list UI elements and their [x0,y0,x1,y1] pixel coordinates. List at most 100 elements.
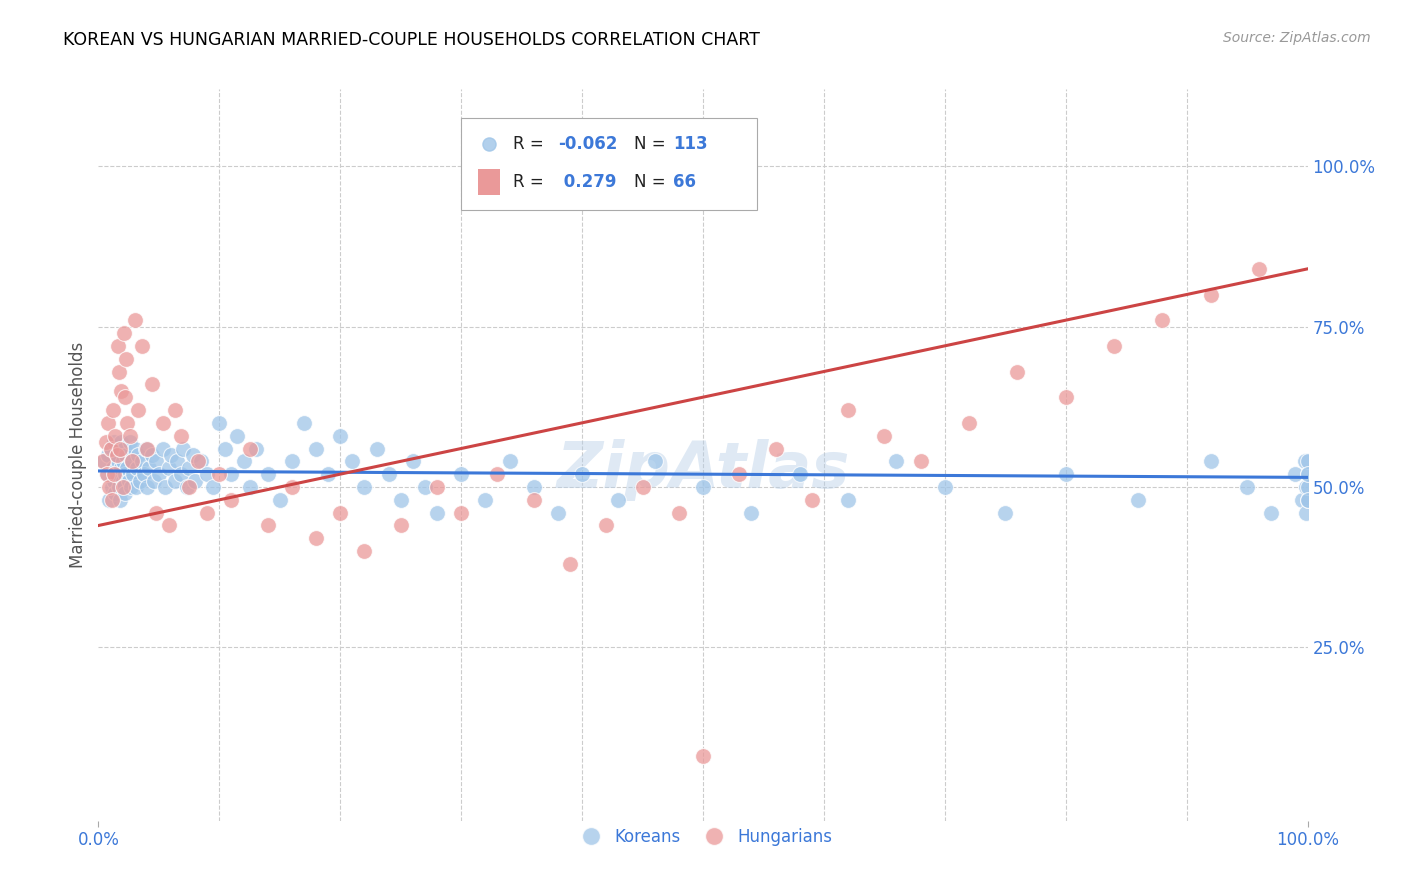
Point [426,480,449,494]
Point [105,448,128,462]
Point [114,467,136,482]
Point [124,313,146,327]
Text: ZipAtlas: ZipAtlas [557,439,849,500]
Text: KOREAN VS HUNGARIAN MARRIED-COUPLE HOUSEHOLDS CORRELATION CHART: KOREAN VS HUNGARIAN MARRIED-COUPLE HOUSE… [63,31,761,49]
Point [957,416,980,430]
Point [115,448,138,462]
Point [110,460,132,475]
Point [127,448,149,462]
Point [93,454,115,468]
Point [668,506,690,520]
Point [195,506,218,520]
Point [160,448,183,462]
Point [1054,467,1077,482]
Point [1296,454,1319,468]
Point [100,442,122,456]
Point [934,480,956,494]
Point [107,454,129,468]
Point [157,518,180,533]
Point [117,416,139,430]
Point [97,416,120,430]
Point [114,390,136,404]
Point [120,480,142,494]
Point [121,454,143,468]
Point [91,454,114,468]
Point [281,454,304,468]
Point [101,403,124,417]
Point [104,428,127,442]
Point [239,480,262,494]
Point [108,364,131,378]
Point [108,492,131,507]
Point [994,506,1017,520]
Text: N =: N = [634,173,665,191]
Point [571,467,593,482]
Text: -0.062: -0.062 [558,135,617,153]
Point [179,460,201,475]
Point [153,480,176,494]
Point [127,403,149,417]
Point [1295,506,1317,520]
Point [256,518,278,533]
Point [152,442,174,456]
Point [486,467,509,482]
Text: Source: ZipAtlas.com: Source: ZipAtlas.com [1223,31,1371,45]
Point [163,403,186,417]
Point [1296,480,1319,494]
Point [114,486,136,500]
Point [389,492,412,507]
Point [644,454,666,468]
Point [108,442,131,456]
Point [281,480,304,494]
FancyBboxPatch shape [461,119,758,210]
Point [145,454,167,468]
FancyBboxPatch shape [478,169,501,195]
Point [118,428,141,442]
Point [402,454,425,468]
Point [111,480,134,494]
Point [100,492,122,507]
Text: R =: R = [513,135,544,153]
Point [226,428,249,442]
Point [1260,506,1282,520]
Text: 0.279: 0.279 [558,173,616,191]
Point [190,454,212,468]
Point [135,442,157,456]
Point [1054,390,1077,404]
Point [105,448,128,462]
Point [1236,480,1258,494]
Point [245,442,267,456]
Point [179,480,201,494]
Point [728,467,751,482]
Point [157,460,180,475]
Point [176,480,198,494]
Point [353,544,375,558]
Point [208,416,231,430]
Point [103,435,125,450]
Point [1296,492,1319,507]
Point [523,492,546,507]
Point [134,467,156,482]
Point [97,448,120,462]
Point [98,492,121,507]
Point [1296,467,1319,482]
Point [181,448,204,462]
Point [100,442,122,456]
Text: R =: R = [513,173,544,191]
Point [143,474,166,488]
Point [1199,454,1222,468]
Point [122,467,145,482]
Point [316,467,339,482]
Point [172,442,194,456]
Point [837,492,859,507]
Point [111,454,134,468]
Point [110,435,132,450]
Point [105,467,128,482]
Point [1152,313,1174,327]
Point [202,480,225,494]
Point [389,518,412,533]
Point [478,207,501,221]
Point [837,403,859,417]
Point [96,467,118,482]
Point [221,492,243,507]
